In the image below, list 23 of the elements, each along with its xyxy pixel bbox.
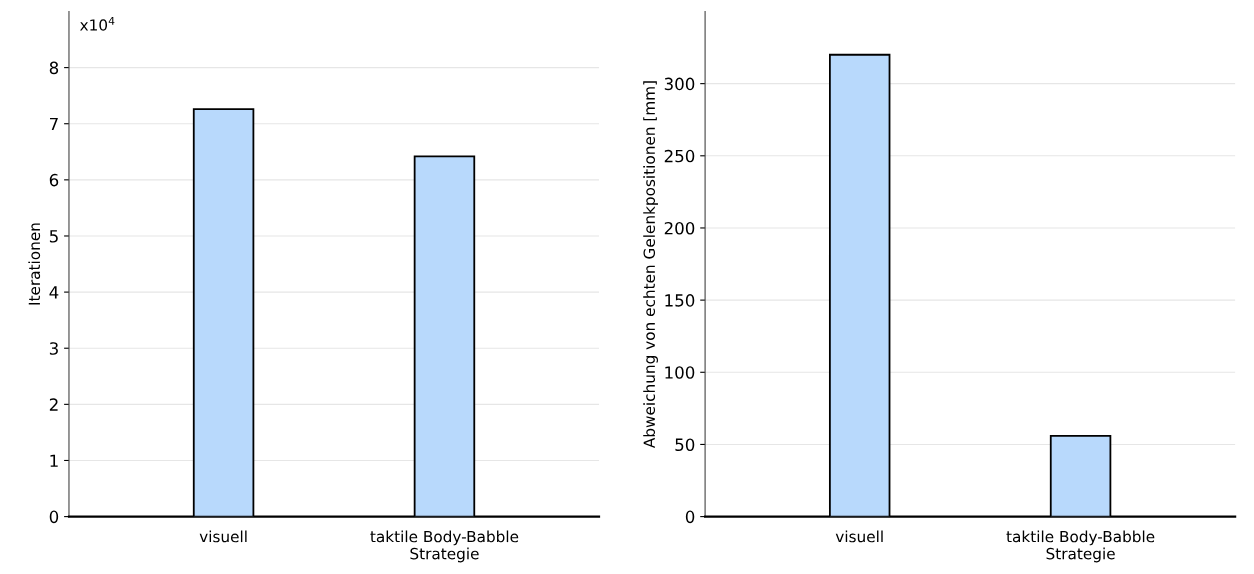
- annotation: x10$^{4}$: [80, 16, 115, 31]
- y-tick-label: 0: [685, 510, 695, 524]
- y-tick-label: 2: [49, 398, 58, 411]
- y-tick-label: 0: [49, 510, 59, 524]
- y-tick-label: 5: [49, 230, 58, 243]
- y-tick-label: 150: [665, 294, 695, 307]
- y-tick-label: 300: [664, 77, 695, 91]
- y-tick-label: 8: [49, 61, 59, 75]
- y-tick-label: 7: [50, 117, 58, 131]
- y-axis-title: Abweichung von echten Gelenkpositionen [mm]: [643, 81, 658, 449]
- y-tick-label: 4: [49, 286, 59, 299]
- y-tick-label: 250: [664, 149, 695, 163]
- y-tick-label: 3: [49, 342, 58, 355]
- x-tick-label: visuell: [199, 530, 247, 543]
- y-axis-title: Iterationen: [28, 223, 41, 305]
- y-tick-label: 200: [664, 221, 695, 235]
- y-tick-label: 50: [675, 438, 695, 452]
- y-tick-label: 6: [49, 173, 59, 187]
- y-tick-label: 1: [50, 454, 58, 467]
- x-tick-label: taktile Body-Babble Strategie: [370, 530, 519, 563]
- x-tick-label: taktile Body-Babble Strategie: [1006, 530, 1155, 563]
- y-tick-label: 100: [665, 366, 695, 379]
- x-tick-label: visuell: [835, 530, 883, 543]
